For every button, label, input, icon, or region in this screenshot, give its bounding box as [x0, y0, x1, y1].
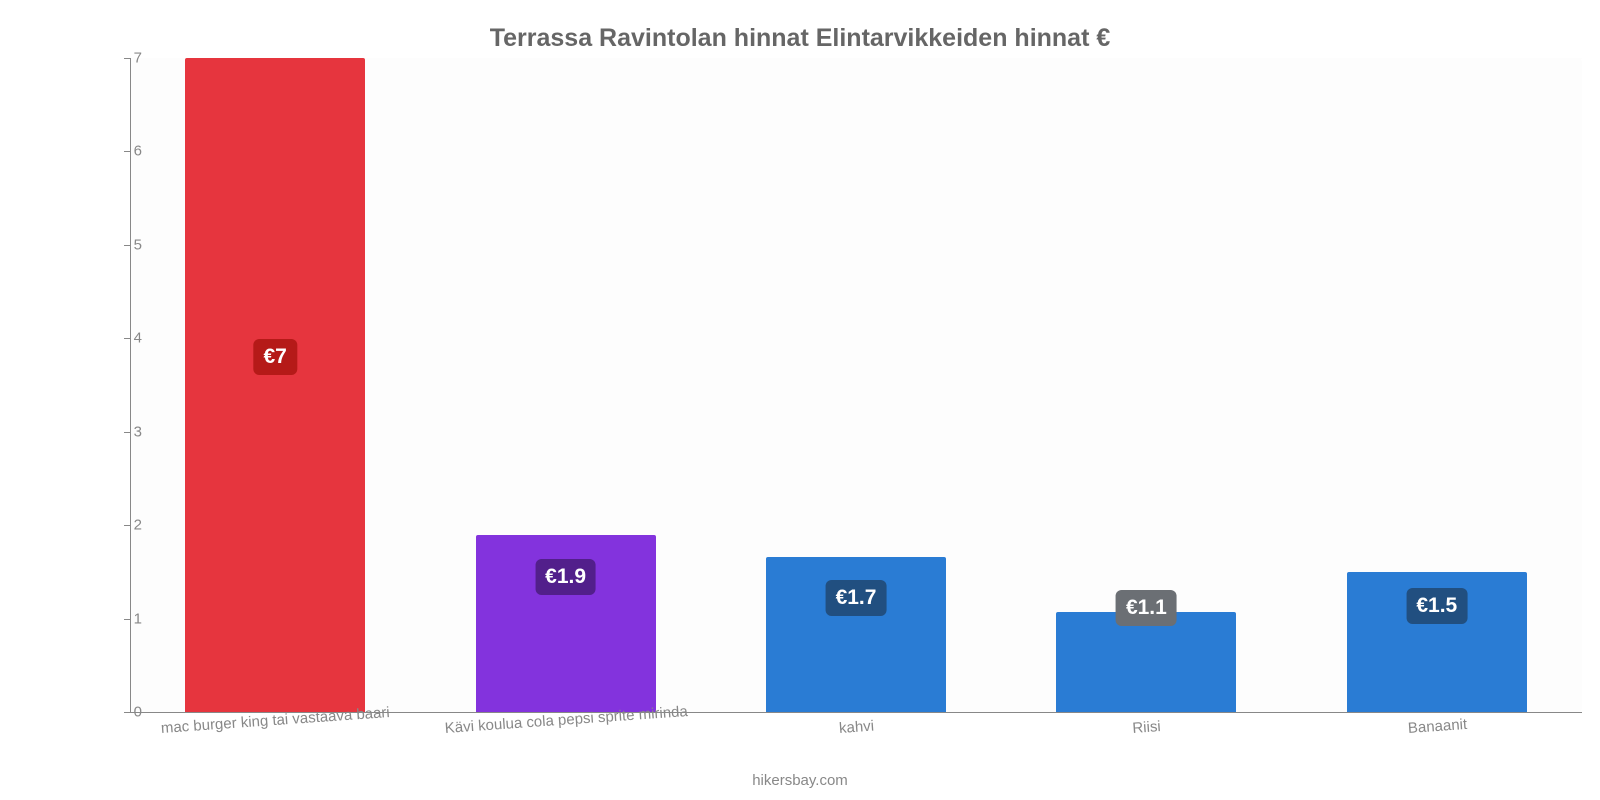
y-tick-label: 2 — [82, 517, 142, 534]
y-tick-mark — [124, 712, 130, 713]
plot-area: €7 €1.9 €1.7 €1.1 €1.5 — [130, 58, 1582, 712]
bar-value-label: €1.5 — [1406, 588, 1467, 624]
y-tick-mark — [124, 245, 130, 246]
bar-value-label: €7 — [254, 339, 297, 375]
x-tick-label: kahvi — [838, 718, 874, 737]
y-tick-mark — [124, 338, 130, 339]
credit-text: hikersbay.com — [0, 772, 1600, 789]
bar-value-label: €1.1 — [1116, 590, 1177, 626]
y-tick-mark — [124, 525, 130, 526]
bar-value-label: €1.9 — [535, 559, 596, 595]
bar-value-label: €1.7 — [826, 580, 887, 616]
y-tick-label: 0 — [82, 704, 142, 721]
y-tick-label: 4 — [82, 330, 142, 347]
x-tick-label: Banaanit — [1407, 716, 1467, 737]
y-tick-label: 5 — [82, 236, 142, 253]
y-tick-mark — [124, 432, 130, 433]
y-tick-label: 6 — [82, 143, 142, 160]
y-tick-mark — [124, 151, 130, 152]
x-tick-label: Riisi — [1132, 718, 1161, 737]
bar — [185, 58, 365, 712]
y-tick-mark — [124, 619, 130, 620]
y-tick-mark — [124, 58, 130, 59]
y-tick-label: 1 — [82, 610, 142, 627]
bar — [1056, 612, 1236, 712]
y-tick-label: 3 — [82, 423, 142, 440]
y-tick-label: 7 — [82, 50, 142, 67]
chart-title: Terrassa Ravintolan hinnat Elintarvikkei… — [0, 24, 1600, 53]
